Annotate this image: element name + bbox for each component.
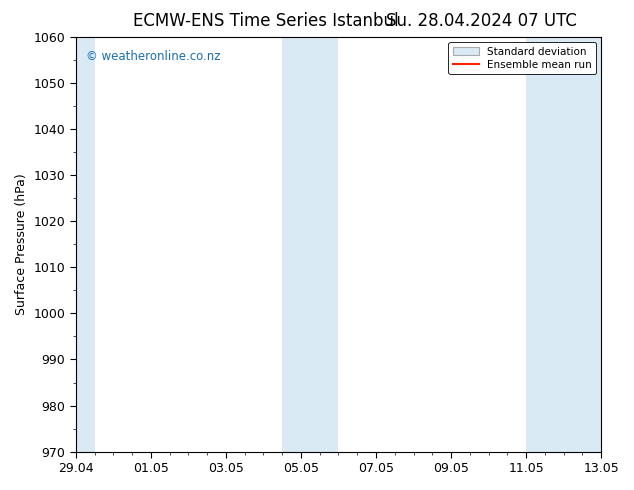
Text: ECMW-ENS Time Series Istanbul: ECMW-ENS Time Series Istanbul [134,12,399,30]
Bar [282,37,339,452]
Bar [526,37,601,452]
Text: © weatheronline.co.nz: © weatheronline.co.nz [86,49,221,63]
Legend: Standard deviation, Ensemble mean run: Standard deviation, Ensemble mean run [448,42,596,74]
Text: Su. 28.04.2024 07 UTC: Su. 28.04.2024 07 UTC [386,12,578,30]
Y-axis label: Surface Pressure (hPa): Surface Pressure (hPa) [15,173,28,315]
Bar [76,37,94,452]
